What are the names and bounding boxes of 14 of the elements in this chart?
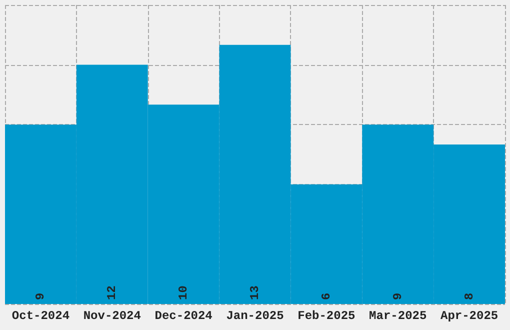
data-label: 13 — [248, 286, 262, 300]
data-label: 6 — [319, 292, 334, 300]
x-tick-label: Mar-2025 — [369, 309, 427, 323]
x-tick-label: Dec-2024 — [154, 309, 212, 323]
x-tick-label: Apr-2025 — [440, 309, 498, 323]
data-label: 10 — [176, 286, 191, 300]
x-tick-label: Oct-2024 — [12, 309, 70, 323]
data-label: 9 — [390, 292, 405, 300]
data-label: 9 — [34, 292, 48, 300]
x-tick-label: Feb-2025 — [298, 309, 356, 323]
data-label: 12 — [105, 286, 120, 300]
data-label: 8 — [462, 292, 476, 300]
x-tick-label: Nov-2024 — [83, 309, 141, 323]
x-tick-label: Jan-2025 — [226, 309, 284, 323]
